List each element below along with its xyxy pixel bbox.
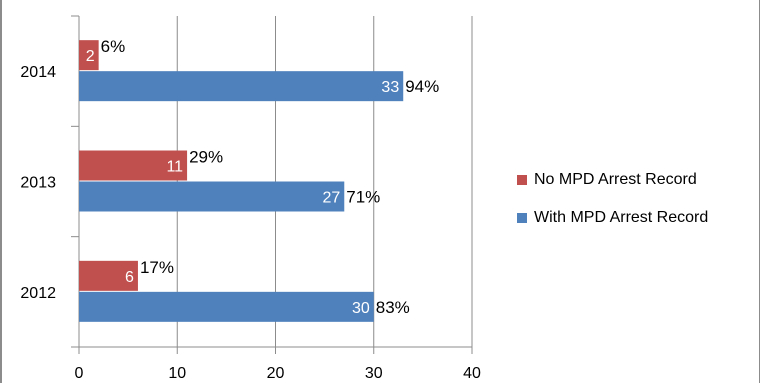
percent-label-with-arrest-2013: 71% [346, 188, 380, 207]
x-tick-label-0: 0 [75, 365, 84, 382]
x-tick-label-40: 40 [463, 365, 481, 382]
bar-with-arrest-2012 [79, 291, 374, 322]
bar-with-arrest-2013 [79, 181, 345, 212]
category-label-2014: 2014 [20, 64, 56, 81]
percent-label-with-arrest-2014: 94% [405, 77, 439, 96]
legend: No MPD Arrest Record With MPD Arrest Rec… [517, 168, 708, 244]
percent-label-with-arrest-2012: 83% [376, 298, 410, 317]
bar-value-label-with-arrest-2013: 27 [322, 190, 340, 207]
bar-value-label-with-arrest-2012: 30 [352, 300, 370, 317]
percent-label-no-arrest-2014: 6% [101, 37, 126, 56]
bar-value-label-with-arrest-2014: 33 [381, 79, 399, 96]
legend-label-with-arrest: With MPD Arrest Record [534, 209, 709, 226]
bar-with-arrest-2014 [79, 71, 404, 102]
bar-value-label-no-arrest-2014: 2 [86, 48, 95, 65]
x-tick-label-30: 30 [365, 365, 383, 382]
bar-no-arrest-2013 [79, 150, 188, 181]
legend-swatch-no-arrest [517, 175, 527, 185]
legend-item-no-arrest: No MPD Arrest Record [517, 168, 708, 192]
legend-item-with-arrest: With MPD Arrest Record [517, 206, 708, 230]
x-tick-label-20: 20 [267, 365, 285, 382]
percent-label-no-arrest-2012: 17% [140, 258, 174, 277]
category-label-2012: 2012 [20, 285, 56, 302]
category-label-2013: 2013 [20, 175, 56, 192]
bar-value-label-no-arrest-2013: 11 [166, 159, 183, 176]
bar-value-label-no-arrest-2012: 6 [125, 269, 134, 286]
x-tick-label-10: 10 [168, 365, 186, 382]
legend-swatch-with-arrest [517, 213, 527, 223]
percent-label-no-arrest-2013: 29% [189, 148, 223, 167]
bar-no-arrest-2014 [79, 40, 99, 71]
legend-label-no-arrest: No MPD Arrest Record [534, 171, 697, 188]
bar-no-arrest-2012 [79, 260, 138, 291]
